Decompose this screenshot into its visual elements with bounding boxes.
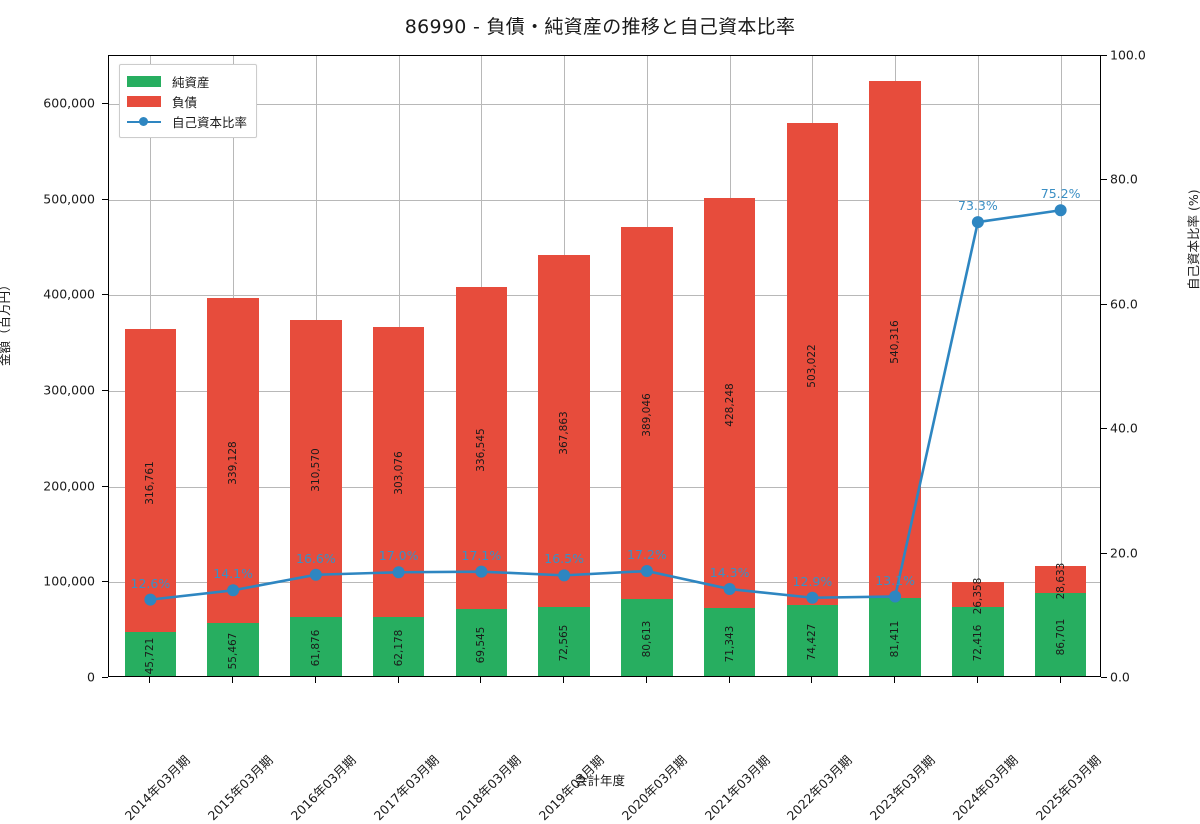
y-axis-right-tick-label: 20.0 xyxy=(1110,545,1138,561)
y-axis-left-tick-mark xyxy=(102,389,108,391)
y-axis-right-tick-mark xyxy=(1101,428,1107,430)
y-axis-right-tick-label: 60.0 xyxy=(1110,296,1138,312)
bar-segment-net-assets[interactable] xyxy=(786,604,839,676)
equity-ratio-value-label: 17.2% xyxy=(627,547,667,563)
legend: 純資産 負債 自己資本比率 xyxy=(119,64,258,138)
bar-segment-net-assets[interactable] xyxy=(372,616,425,676)
bar-stack[interactable] xyxy=(1034,54,1087,676)
chart-figure: 86990 - 負債・純資産の推移と自己資本比率 45,721 316,761 55… xyxy=(0,16,1200,823)
legend-label-liabilities: 負債 xyxy=(172,94,198,110)
y-axis-left-tick-mark xyxy=(102,677,108,678)
y-axis-right-tick-label: 80.0 xyxy=(1110,171,1138,187)
bar-segment-liabilities[interactable] xyxy=(703,197,756,608)
y-axis-left-tick-mark xyxy=(102,485,108,487)
y-axis-left-tick-mark xyxy=(102,581,108,583)
equity-ratio-value-label: 13.1% xyxy=(875,572,915,588)
y-axis-right-tick-label: 0.0 xyxy=(1110,669,1130,685)
y-axis-right-tick-mark xyxy=(1101,677,1107,678)
y-axis-left-label: 金額（百万円） xyxy=(0,278,12,366)
x-axis-label: 会計年度 xyxy=(574,773,625,788)
equity-ratio-value-label: 75.2% xyxy=(1040,186,1081,202)
equity-ratio-value-label: 14.1% xyxy=(213,566,253,582)
x-axis-tick-mark xyxy=(894,677,896,683)
bar-stack[interactable] xyxy=(952,54,1004,676)
x-axis-tick-mark xyxy=(728,677,730,683)
y-axis-left-tick-label: 300,000 xyxy=(43,382,95,398)
legend-item-net-assets: 純資産 xyxy=(127,71,247,91)
bar-segment-liabilities[interactable] xyxy=(621,226,673,599)
legend-marker-equity-ratio xyxy=(127,116,161,127)
legend-item-liabilities: 負債 xyxy=(127,91,247,111)
equity-ratio-value-label: 73.3% xyxy=(958,198,998,214)
y-axis-left-tick-label: 500,000 xyxy=(43,191,95,207)
bar-segment-liabilities[interactable] xyxy=(290,319,342,617)
equity-ratio-value-label: 17.0% xyxy=(378,548,419,564)
y-axis-left-tick-label: 200,000 xyxy=(43,478,95,494)
bar-stack[interactable] xyxy=(538,54,590,676)
y-axis-right-tick-label: 40.0 xyxy=(1110,420,1138,436)
bar-segment-net-assets[interactable] xyxy=(290,616,342,676)
x-axis-tick-mark xyxy=(480,677,482,683)
y-axis-left-tick-mark xyxy=(102,102,108,104)
bar-segment-net-assets[interactable] xyxy=(869,598,921,676)
legend-label-equity-ratio: 自己資本比率 xyxy=(172,114,248,130)
bar-segment-net-assets[interactable] xyxy=(621,598,673,676)
bar-segment-net-assets[interactable] xyxy=(1034,593,1087,676)
bar-stack[interactable] xyxy=(372,54,425,676)
x-axis-tick-mark xyxy=(1059,677,1061,683)
plot-area: 45,721 316,761 55,467 339,128 61,876 310,570 6… xyxy=(108,55,1101,677)
x-axis-tick-mark xyxy=(976,677,978,683)
bar-segment-liabilities[interactable] xyxy=(786,123,839,605)
equity-ratio-value-label: 16.6% xyxy=(296,550,336,566)
y-axis-left-tick-mark xyxy=(102,294,108,296)
bar-segment-liabilities[interactable] xyxy=(1034,565,1087,594)
bar-segment-net-assets[interactable] xyxy=(124,632,177,676)
bar-segment-net-assets[interactable] xyxy=(455,609,508,676)
chart-title: 86990 - 負債・純資産の推移と自己資本比率 xyxy=(404,16,796,38)
x-axis-tick-mark xyxy=(149,677,151,683)
y-axis-left-tick-label: 0 xyxy=(87,669,95,685)
gridline-horizontal xyxy=(109,199,1100,201)
bar-stack[interactable] xyxy=(207,54,259,676)
y-axis-right-tick-mark xyxy=(1101,552,1107,554)
x-axis-tick-mark xyxy=(811,677,813,683)
equity-ratio-value-label: 14.3% xyxy=(709,565,750,581)
equity-ratio-value-label: 17.1% xyxy=(461,547,502,563)
line-path-equity-ratio xyxy=(149,208,1062,601)
bar-stack[interactable] xyxy=(455,54,508,676)
x-axis-tick-mark xyxy=(314,677,316,683)
legend-label-net-assets: 純資産 xyxy=(172,74,210,90)
legend-swatch-liabilities xyxy=(127,95,161,107)
y-axis-right-tick-mark xyxy=(1101,55,1107,56)
bar-segment-net-assets[interactable] xyxy=(207,622,259,676)
equity-ratio-value-label: 16.5% xyxy=(544,551,584,567)
bar-segment-liabilities[interactable] xyxy=(372,326,425,617)
y-axis-left-tick-label: 100,000 xyxy=(43,573,95,589)
bar-stack[interactable] xyxy=(703,54,756,676)
equity-ratio-value-label: 12.9% xyxy=(792,573,833,589)
y-axis-left-tick-label: 400,000 xyxy=(43,286,95,302)
legend-item-equity-ratio: 自己資本比率 xyxy=(127,111,247,131)
bar-segment-net-assets[interactable] xyxy=(703,607,756,676)
y-axis-left-tick-mark xyxy=(102,198,108,200)
bar-segment-net-assets[interactable] xyxy=(538,606,590,676)
x-axis-tick-mark xyxy=(645,677,647,683)
y-axis-right-tick-mark xyxy=(1101,179,1107,181)
x-axis-tick-mark xyxy=(232,677,234,683)
bar-segment-liabilities[interactable] xyxy=(869,81,921,599)
bar-segment-net-assets[interactable] xyxy=(952,606,1004,676)
y-axis-right-tick-label: 100.0 xyxy=(1110,47,1146,63)
x-axis-tick-mark xyxy=(397,677,399,683)
gridline-horizontal xyxy=(109,103,1100,105)
y-axis-left-tick-label: 600,000 xyxy=(43,95,95,111)
equity-ratio-value-label: 12.6% xyxy=(130,575,171,591)
x-axis-tick-mark xyxy=(563,677,565,683)
bar-stack[interactable] xyxy=(290,54,342,676)
legend-swatch-net-assets xyxy=(127,75,161,87)
y-axis-right-tick-mark xyxy=(1101,303,1107,305)
bar-stack[interactable] xyxy=(621,54,673,676)
y-axis-right-label: 自己資本比率 (%) xyxy=(1186,189,1200,290)
bar-segment-liabilities[interactable] xyxy=(952,581,1004,607)
